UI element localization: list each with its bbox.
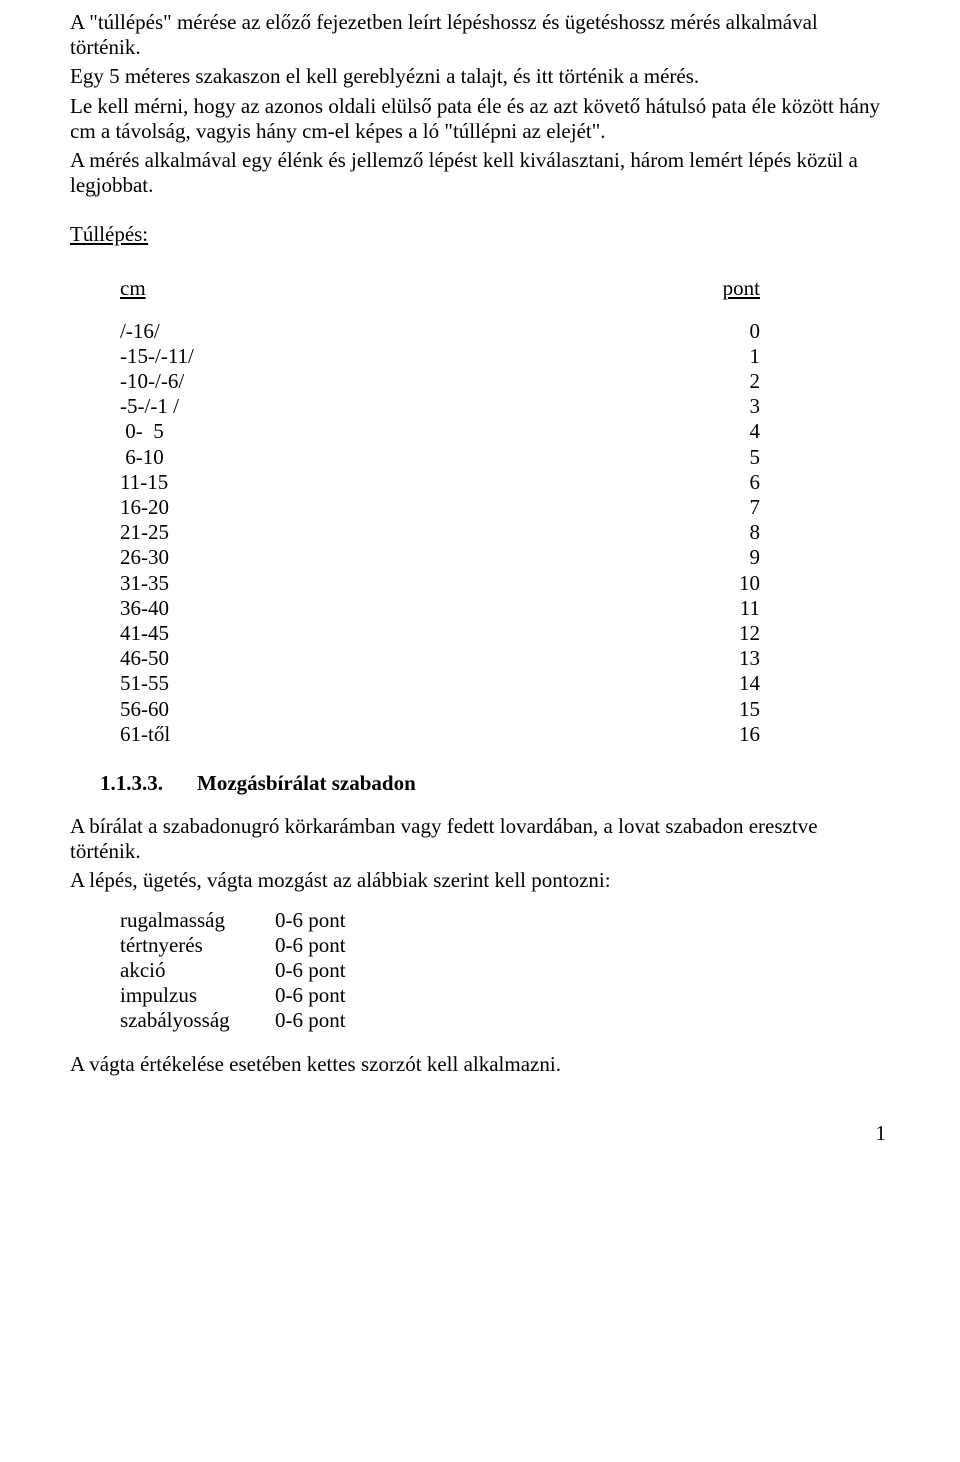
score-row: tértnyerés0-6 pont [120, 933, 890, 958]
cell-pont: 4 [750, 419, 761, 444]
table-row: -5-/-1 / 3 [120, 394, 760, 419]
score-row: impulzus0-6 pont [120, 983, 890, 1008]
score-value: 0-6 pont [275, 908, 346, 933]
score-label: akció [120, 958, 275, 983]
table-row: -15-/-11/1 [120, 344, 760, 369]
cell-pont: 5 [750, 445, 761, 470]
intro-paragraph-1: A "túllépés" mérése az előző fejezetben … [70, 10, 890, 60]
intro-paragraph-4: A mérés alkalmával egy élénk és jellemző… [70, 148, 890, 198]
table-row: 11-15 6 [120, 470, 760, 495]
table-row: 0- 5 4 [120, 419, 760, 444]
closing-paragraph: A vágta értékelése esetében kettes szorz… [70, 1052, 890, 1077]
cell-pont: 3 [750, 394, 761, 419]
score-value: 0-6 pont [275, 958, 346, 983]
score-row: szabályosság0-6 pont [120, 1008, 890, 1033]
after-paragraph-1: A bírálat a szabadonugró körkarámban vag… [70, 814, 890, 864]
cell-pont: 12 [739, 621, 760, 646]
section-title: Mozgásbírálat szabadon [197, 771, 416, 796]
cell-pont: 11 [740, 596, 760, 621]
cell-pont: 7 [750, 495, 761, 520]
cell-pont: 2 [750, 369, 761, 394]
table-row: 46-50 13 [120, 646, 760, 671]
cell-pont: 10 [739, 571, 760, 596]
overstep-table: cm pont /-16/0-15-/-11/1-10-/-6/2-5-/-1 … [120, 276, 760, 747]
score-label: szabályosság [120, 1008, 275, 1033]
col-header-pont: pont [723, 276, 760, 301]
cell-pont: 8 [750, 520, 761, 545]
table-row: 6-10 5 [120, 445, 760, 470]
col-header-cm: cm [120, 276, 146, 301]
table-row: 51-55 14 [120, 671, 760, 696]
score-label: impulzus [120, 983, 275, 1008]
table-title: Túllépés: [70, 222, 890, 247]
table-row: 26-30 9 [120, 545, 760, 570]
cell-cm: -10-/-6/ [120, 369, 184, 394]
cell-pont: 15 [739, 697, 760, 722]
cell-cm: -15-/-11/ [120, 344, 194, 369]
score-value: 0-6 pont [275, 1008, 346, 1033]
score-row: akció0-6 pont [120, 958, 890, 983]
scoring-list: rugalmasság0-6 ponttértnyerés0-6 pontakc… [120, 908, 890, 1034]
score-row: rugalmasság0-6 pont [120, 908, 890, 933]
page-number: 1 [70, 1121, 890, 1146]
intro-paragraph-2: Egy 5 méteres szakaszon el kell gereblyé… [70, 64, 890, 89]
table-row: /-16/0 [120, 319, 760, 344]
cell-pont: 0 [750, 319, 761, 344]
score-label: rugalmasság [120, 908, 275, 933]
cell-cm: 56-60 [120, 697, 169, 722]
cell-cm: -5-/-1 / [120, 394, 179, 419]
table-row: 36-40 11 [120, 596, 760, 621]
cell-cm: 26-30 [120, 545, 169, 570]
cell-pont: 14 [739, 671, 760, 696]
table-header-row: cm pont [120, 276, 760, 301]
cell-pont: 13 [739, 646, 760, 671]
table-row: 56-60 15 [120, 697, 760, 722]
section-number: 1.1.3.3. [100, 771, 163, 796]
cell-cm: /-16/ [120, 319, 160, 344]
cell-pont: 9 [750, 545, 761, 570]
cell-cm: 51-55 [120, 671, 169, 696]
intro-paragraph-3: Le kell mérni, hogy az azonos oldali elü… [70, 94, 890, 144]
cell-pont: 1 [750, 344, 761, 369]
cell-pont: 6 [750, 470, 761, 495]
cell-cm: 31-35 [120, 571, 169, 596]
cell-cm: 61-től [120, 722, 170, 747]
cell-pont: 16 [739, 722, 760, 747]
table-row: 21-25 8 [120, 520, 760, 545]
section-heading: 1.1.3.3. Mozgásbírálat szabadon [100, 771, 890, 796]
table-row: 41-45 12 [120, 621, 760, 646]
after-paragraph-2: A lépés, ügetés, vágta mozgást az alábbi… [70, 868, 890, 893]
table-row: 16-20 7 [120, 495, 760, 520]
cell-cm: 6-10 [120, 445, 164, 470]
cell-cm: 11-15 [120, 470, 168, 495]
cell-cm: 46-50 [120, 646, 169, 671]
cell-cm: 16-20 [120, 495, 169, 520]
table-row: -10-/-6/2 [120, 369, 760, 394]
cell-cm: 36-40 [120, 596, 169, 621]
score-value: 0-6 pont [275, 983, 346, 1008]
cell-cm: 21-25 [120, 520, 169, 545]
cell-cm: 41-45 [120, 621, 169, 646]
score-value: 0-6 pont [275, 933, 346, 958]
table-row: 61-től 16 [120, 722, 760, 747]
table-row: 31-35 10 [120, 571, 760, 596]
score-label: tértnyerés [120, 933, 275, 958]
cell-cm: 0- 5 [120, 419, 164, 444]
